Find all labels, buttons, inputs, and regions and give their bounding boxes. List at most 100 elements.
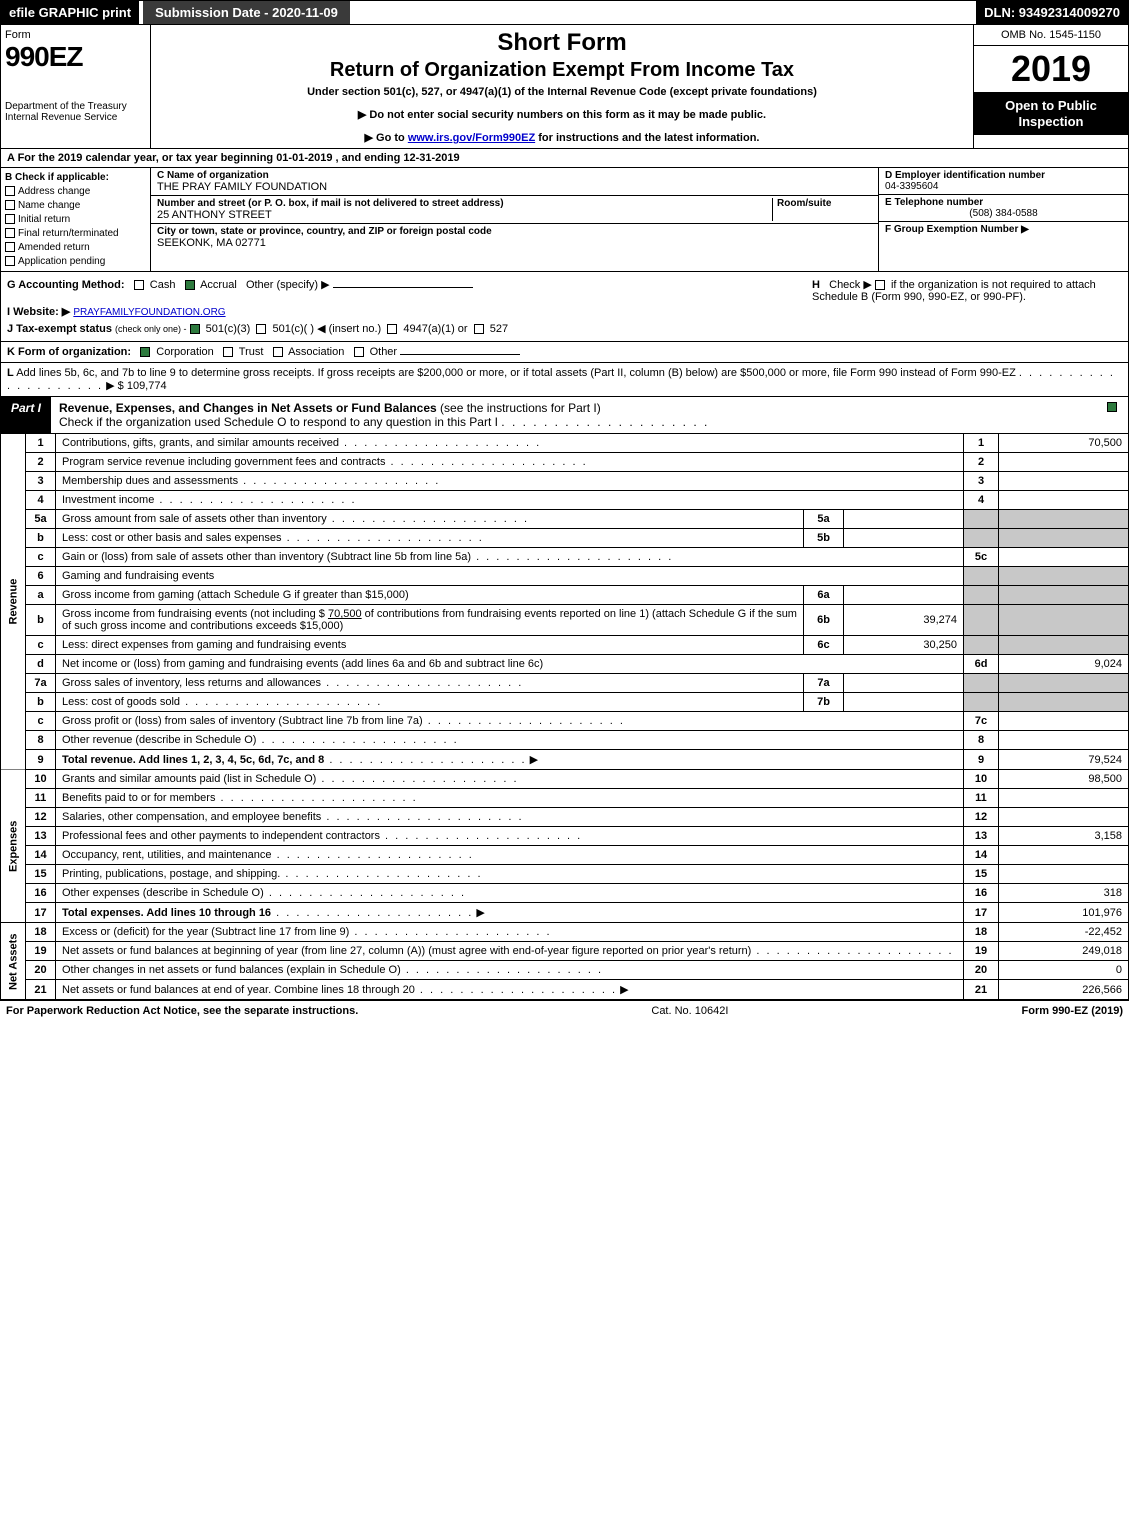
line-no: 1 — [26, 434, 56, 453]
line-desc: Net assets or fund balances at end of ye… — [56, 980, 964, 1000]
form-header: Form 990EZ Department of the Treasury In… — [0, 25, 1129, 149]
col-no-grey — [964, 567, 999, 586]
line-desc: Less: cost of goods sold — [56, 693, 804, 712]
line-desc: Gross income from fundraising events (no… — [56, 605, 804, 636]
page-footer: For Paperwork Reduction Act Notice, see … — [0, 1000, 1129, 1021]
sub-no: 5a — [804, 510, 844, 529]
line-desc: Salaries, other compensation, and employ… — [56, 808, 964, 827]
street: 25 ANTHONY STREET — [157, 209, 772, 221]
other-input[interactable] — [333, 287, 473, 288]
chk-cash[interactable] — [134, 280, 144, 290]
chk-schedule-b[interactable] — [875, 280, 885, 290]
line-no: 2 — [26, 453, 56, 472]
row-l: L Add lines 5b, 6c, and 7b to line 9 to … — [0, 363, 1129, 397]
col-no-grey — [964, 636, 999, 655]
line-no: c — [26, 548, 56, 567]
col-no: 1 — [964, 434, 999, 453]
line-no: c — [26, 712, 56, 731]
chk-501c3[interactable] — [190, 324, 200, 334]
sub-no: 6a — [804, 586, 844, 605]
inspection-label: Open to Public Inspection — [974, 92, 1128, 135]
chk-amended-return[interactable]: Amended return — [5, 242, 146, 253]
chk-address-change[interactable]: Address change — [5, 186, 146, 197]
row-j: J Tax-exempt status (check only one) - 5… — [7, 322, 812, 335]
part1-table: Revenue 1 Contributions, gifts, grants, … — [0, 434, 1129, 1000]
chk-accrual[interactable] — [185, 280, 195, 290]
line-desc: Occupancy, rent, utilities, and maintena… — [56, 846, 964, 865]
col-no-grey — [964, 510, 999, 529]
part1-check-line: Check if the organization used Schedule … — [59, 415, 498, 429]
accrual-label: Accrual — [200, 279, 237, 291]
col-val: 226,566 — [999, 980, 1129, 1000]
line-no: 13 — [26, 827, 56, 846]
grp-row: F Group Exemption Number ▶ — [879, 222, 1128, 271]
col-val — [999, 712, 1129, 731]
row-k: K Form of organization: Corporation Trus… — [0, 342, 1129, 363]
chk-initial-return[interactable]: Initial return — [5, 214, 146, 225]
opt-assoc: Association — [288, 346, 344, 358]
line-desc: Gross profit or (loss) from sales of inv… — [56, 712, 964, 731]
website-link[interactable]: PRAYFAMILYFOUNDATION.ORG — [73, 307, 225, 318]
col-no: 6d — [964, 655, 999, 674]
title-main: Return of Organization Exempt From Incom… — [159, 59, 965, 82]
line-no: d — [26, 655, 56, 674]
chk-final-return[interactable]: Final return/terminated — [5, 228, 146, 239]
col-no: 9 — [964, 750, 999, 770]
other-org-input[interactable] — [400, 354, 520, 355]
col-no: 2 — [964, 453, 999, 472]
l-label: L — [7, 367, 14, 379]
opt-insert: ◀ (insert no.) — [317, 323, 381, 335]
line-desc: Membership dues and assessments — [56, 472, 964, 491]
line-desc: Gross income from gaming (attach Schedul… — [56, 586, 804, 605]
sub-no: 6c — [804, 636, 844, 655]
chk-corporation[interactable] — [140, 347, 150, 357]
line-desc: Total expenses. Add lines 10 through 16 … — [56, 903, 964, 923]
line-no: 15 — [26, 865, 56, 884]
row-i: I Website: ▶ PRAYFAMILYFOUNDATION.ORG — [7, 305, 812, 318]
dept-label: Department of the Treasury — [5, 101, 146, 112]
chk-4947[interactable] — [387, 324, 397, 334]
sub-val — [844, 529, 964, 548]
line-desc: Excess or (deficit) for the year (Subtra… — [56, 923, 964, 942]
opt-trust: Trust — [239, 346, 264, 358]
chk-trust[interactable] — [223, 347, 233, 357]
line-no: 8 — [26, 731, 56, 750]
line-desc: Benefits paid to or for members — [56, 789, 964, 808]
col-no: 18 — [964, 923, 999, 942]
header-right: OMB No. 1545-1150 2019 Open to Public In… — [973, 25, 1128, 148]
row-h: H Check ▶ if the organization is not req… — [812, 278, 1122, 335]
row-g: G Accounting Method: Cash Accrual Other … — [7, 278, 812, 291]
line-no: 4 — [26, 491, 56, 510]
irs-link[interactable]: www.irs.gov/Form990EZ — [408, 132, 535, 144]
street-row: Number and street (or P. O. box, if mail… — [151, 196, 878, 224]
street-label: Number and street (or P. O. box, if mail… — [157, 198, 772, 209]
part1-header: Part I Revenue, Expenses, and Changes in… — [0, 397, 1129, 434]
line-no: 16 — [26, 884, 56, 903]
col-val — [999, 731, 1129, 750]
chk-application-pending[interactable]: Application pending — [5, 256, 146, 267]
col-val: 98,500 — [999, 770, 1129, 789]
col-val — [999, 808, 1129, 827]
cash-label: Cash — [150, 279, 176, 291]
line-desc: Net income or (loss) from gaming and fun… — [56, 655, 964, 674]
opt-other: Other — [370, 346, 398, 358]
ein-label: D Employer identification number — [885, 170, 1122, 181]
sub-no: 6b — [804, 605, 844, 636]
col-val — [999, 865, 1129, 884]
footer-left: For Paperwork Reduction Act Notice, see … — [6, 1005, 358, 1017]
g-label: G Accounting Method: — [7, 279, 125, 291]
subtitle: Under section 501(c), 527, or 4947(a)(1)… — [159, 86, 965, 98]
line-no: 21 — [26, 980, 56, 1000]
chk-501c[interactable] — [256, 324, 266, 334]
chk-527[interactable] — [474, 324, 484, 334]
chk-association[interactable] — [273, 347, 283, 357]
box-b: B Check if applicable: Address change Na… — [1, 168, 151, 271]
j-label: J Tax-exempt status — [7, 323, 112, 335]
col-val: 0 — [999, 961, 1129, 980]
chk-name-change[interactable]: Name change — [5, 200, 146, 211]
col-no-grey — [964, 693, 999, 712]
chk-other-org[interactable] — [354, 347, 364, 357]
box-c: C Name of organization THE PRAY FAMILY F… — [151, 168, 878, 271]
expenses-side-label: Expenses — [1, 770, 26, 923]
part1-check[interactable] — [1098, 397, 1128, 433]
